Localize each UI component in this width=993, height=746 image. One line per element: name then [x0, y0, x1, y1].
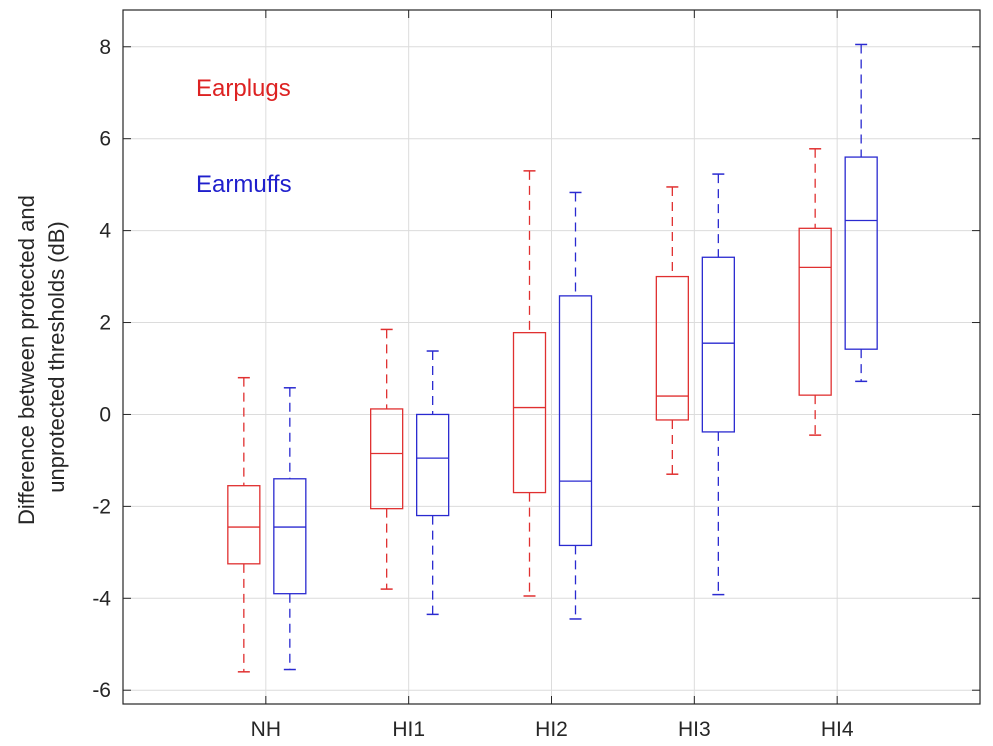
iqr-box: [844, 156, 878, 350]
box-HI4-series-0: [798, 148, 832, 436]
y-tick-label: 2: [99, 312, 111, 335]
y-axis-label-line-2: unprotected thresholds (dB): [44, 221, 69, 493]
box-HI2-series-1: [558, 191, 593, 620]
y-axis-label: Difference between protected and unprote…: [14, 189, 69, 525]
y-axis-ticks: -6 -4 -2 0 2 4 6 8: [92, 36, 980, 702]
x-tick-label: HI1: [392, 718, 425, 741]
iqr-box: [512, 331, 547, 494]
y-tick-label: 6: [99, 128, 111, 151]
y-tick-label: -6: [92, 679, 111, 702]
box-HI2-series-0: [512, 170, 547, 597]
box-HI1-series-0: [370, 328, 404, 590]
annotation-earmuffs: Earmuffs: [196, 171, 292, 198]
iqr-box: [701, 256, 735, 433]
iqr-box: [798, 227, 832, 396]
iqr-box: [273, 478, 307, 595]
x-axis-ticks: NH HI1 HI2 HI3 HI4: [251, 10, 854, 741]
iqr-box: [416, 413, 450, 517]
iqr-box: [227, 485, 261, 565]
iqr-box: [370, 408, 404, 510]
x-tick-label: HI2: [535, 718, 568, 741]
y-tick-label: -4: [92, 587, 111, 610]
box-NH-series-0: [227, 376, 261, 673]
box-HI1-series-1: [416, 350, 450, 616]
y-tick-label: 4: [99, 220, 111, 243]
box-NH-series-1: [273, 387, 307, 671]
iqr-box: [655, 275, 689, 421]
annotation-earplugs: Earplugs: [196, 75, 291, 102]
y-tick-label: -2: [92, 495, 111, 518]
box-series: [227, 43, 878, 673]
box-HI3-series-1: [701, 173, 735, 596]
gridlines: [123, 10, 980, 704]
y-axis-label-line-1: Difference between protected and: [14, 195, 39, 525]
x-tick-label: HI4: [821, 718, 854, 741]
x-tick-label: HI3: [678, 718, 711, 741]
x-tick-label: NH: [251, 718, 281, 741]
y-tick-label: 0: [99, 403, 111, 426]
box-HI3-series-0: [655, 186, 689, 475]
y-tick-label: 8: [99, 36, 111, 59]
iqr-box: [558, 295, 593, 547]
box-HI4-series-1: [844, 43, 878, 383]
